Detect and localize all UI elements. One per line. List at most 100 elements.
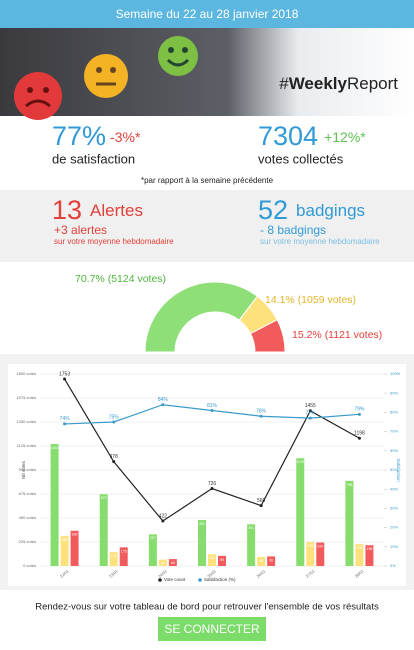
line-point bbox=[308, 409, 312, 413]
y-axis-label: Nb votes bbox=[21, 460, 26, 479]
note: *par rapport à la semaine précédente bbox=[141, 176, 274, 185]
y2-tick-label: 90% bbox=[390, 390, 398, 395]
gauge-label: 15.2% (1121 votes) bbox=[292, 329, 382, 341]
bar bbox=[50, 444, 59, 566]
y2-tick-label: 70% bbox=[390, 429, 398, 434]
line-value: 78% bbox=[256, 409, 267, 415]
y2-tick-label: 20% bbox=[390, 525, 398, 530]
bar bbox=[365, 545, 374, 566]
alert-unit: badgings bbox=[296, 201, 365, 220]
stat: 7304 +12%* bbox=[258, 121, 366, 151]
header-bar bbox=[0, 0, 414, 28]
x-tick-label: 28/01 bbox=[354, 568, 365, 579]
bar-value: 1143 bbox=[51, 446, 59, 450]
line-value: 77% bbox=[305, 410, 316, 416]
alert-sub: sur votre moyenne hebdomadaire bbox=[260, 237, 380, 246]
login-button[interactable] bbox=[158, 617, 266, 641]
legend-marker bbox=[198, 578, 202, 582]
stat-change: +12%* bbox=[324, 129, 366, 145]
bar-value: 95 bbox=[220, 558, 224, 562]
line-point bbox=[210, 487, 214, 491]
x-tick-label: 26/01 bbox=[255, 568, 266, 579]
stat: 77% -3%* bbox=[52, 121, 141, 151]
line-value: 84% bbox=[158, 397, 169, 403]
bar-value: 205 bbox=[357, 546, 363, 550]
line-point bbox=[357, 412, 361, 416]
y2-tick-label: 80% bbox=[390, 409, 398, 414]
bar bbox=[60, 536, 69, 566]
line-point bbox=[259, 414, 263, 418]
line-point bbox=[259, 504, 263, 508]
week: Semaine du 22 au 28 janvier 2018 bbox=[116, 7, 299, 21]
bar-value: 220 bbox=[317, 544, 323, 548]
bar-value: 60 bbox=[161, 562, 165, 566]
stat-label: de satisfaction bbox=[52, 151, 135, 166]
line-value: 1455 bbox=[305, 403, 316, 409]
line-point bbox=[63, 422, 67, 426]
stat-label: votes collectés bbox=[258, 151, 344, 166]
smiley-buttons bbox=[14, 36, 198, 120]
alert-value: 13 bbox=[52, 195, 82, 225]
bar bbox=[99, 494, 108, 566]
line-value: 75% bbox=[109, 414, 120, 420]
bar-value: 798 bbox=[347, 483, 353, 487]
bar-value: 297 bbox=[150, 536, 156, 540]
alert-change: - 8 badgings bbox=[260, 223, 326, 237]
footer-text: Rendez-vous sur votre tableau de bord po… bbox=[35, 602, 379, 613]
bar bbox=[119, 547, 128, 566]
alert-value: 52 bbox=[258, 195, 288, 225]
bar-value: 431 bbox=[199, 522, 205, 526]
y2-tick-label: 30% bbox=[390, 505, 398, 510]
y-tick-label: 900 votes bbox=[19, 467, 36, 472]
gauge-label: 70.7% (5124 votes) bbox=[75, 273, 166, 285]
alert: 52 badgings bbox=[258, 195, 365, 225]
gauge-segment bbox=[144, 281, 259, 353]
line-point bbox=[210, 408, 214, 412]
y-tick-label: 1350 votes bbox=[16, 419, 36, 424]
bar-value: 85 bbox=[259, 559, 263, 563]
legend-marker bbox=[158, 578, 162, 582]
legend-label: Vote count bbox=[164, 577, 186, 582]
bar bbox=[306, 542, 315, 566]
stat-value: 7304 bbox=[258, 121, 318, 151]
tag-part: # bbox=[279, 74, 289, 93]
bar-value: 280 bbox=[62, 538, 68, 542]
gauge-label: 14.1% (1059 votes) bbox=[265, 294, 356, 306]
bar-value: 195 bbox=[367, 547, 373, 551]
line-value: 566 bbox=[257, 498, 266, 504]
y-tick-label: 1800 votes bbox=[16, 371, 36, 376]
y-tick-label: 1575 votes bbox=[16, 395, 36, 400]
bar-value: 90 bbox=[269, 558, 273, 562]
hero-image bbox=[0, 28, 414, 116]
bar bbox=[355, 544, 364, 566]
bar-value: 175 bbox=[121, 549, 127, 553]
alert-unit: Alertes bbox=[90, 201, 143, 220]
line-point bbox=[112, 460, 116, 464]
bar-value: 673 bbox=[101, 496, 107, 500]
bar bbox=[345, 480, 354, 566]
gauge-chart: 70.7% (5124 votes) 14.1% (1059 votes) 15.2… bbox=[75, 273, 382, 353]
bar bbox=[168, 559, 177, 566]
bar bbox=[247, 524, 256, 566]
bar bbox=[158, 559, 167, 566]
x-tick-label: 25/01 bbox=[206, 568, 217, 579]
line-point bbox=[161, 403, 165, 407]
y2-tick-label: 100% bbox=[390, 371, 401, 376]
alerts-band bbox=[0, 190, 414, 262]
combo-chart: 0 votes 225 votes 450 votes 675 votes 900 vo… bbox=[16, 371, 400, 582]
y2-tick-label: 0% bbox=[390, 563, 396, 568]
line-point bbox=[308, 416, 312, 420]
bar-value: 391 bbox=[248, 526, 254, 530]
bar bbox=[109, 552, 118, 566]
login-button-label[interactable]: SE CONNECTER bbox=[164, 622, 260, 636]
y2-tick-label: 60% bbox=[390, 448, 398, 453]
line-value: 726 bbox=[208, 481, 217, 487]
bar bbox=[208, 554, 216, 566]
bar-value: 110 bbox=[209, 556, 215, 560]
y-tick-label: 0 votes bbox=[23, 563, 36, 568]
line-value: 978 bbox=[110, 454, 119, 460]
line-value: 74% bbox=[60, 416, 71, 422]
alert: 13 Alertes bbox=[52, 195, 143, 225]
bar bbox=[198, 520, 206, 566]
bar bbox=[296, 458, 305, 566]
